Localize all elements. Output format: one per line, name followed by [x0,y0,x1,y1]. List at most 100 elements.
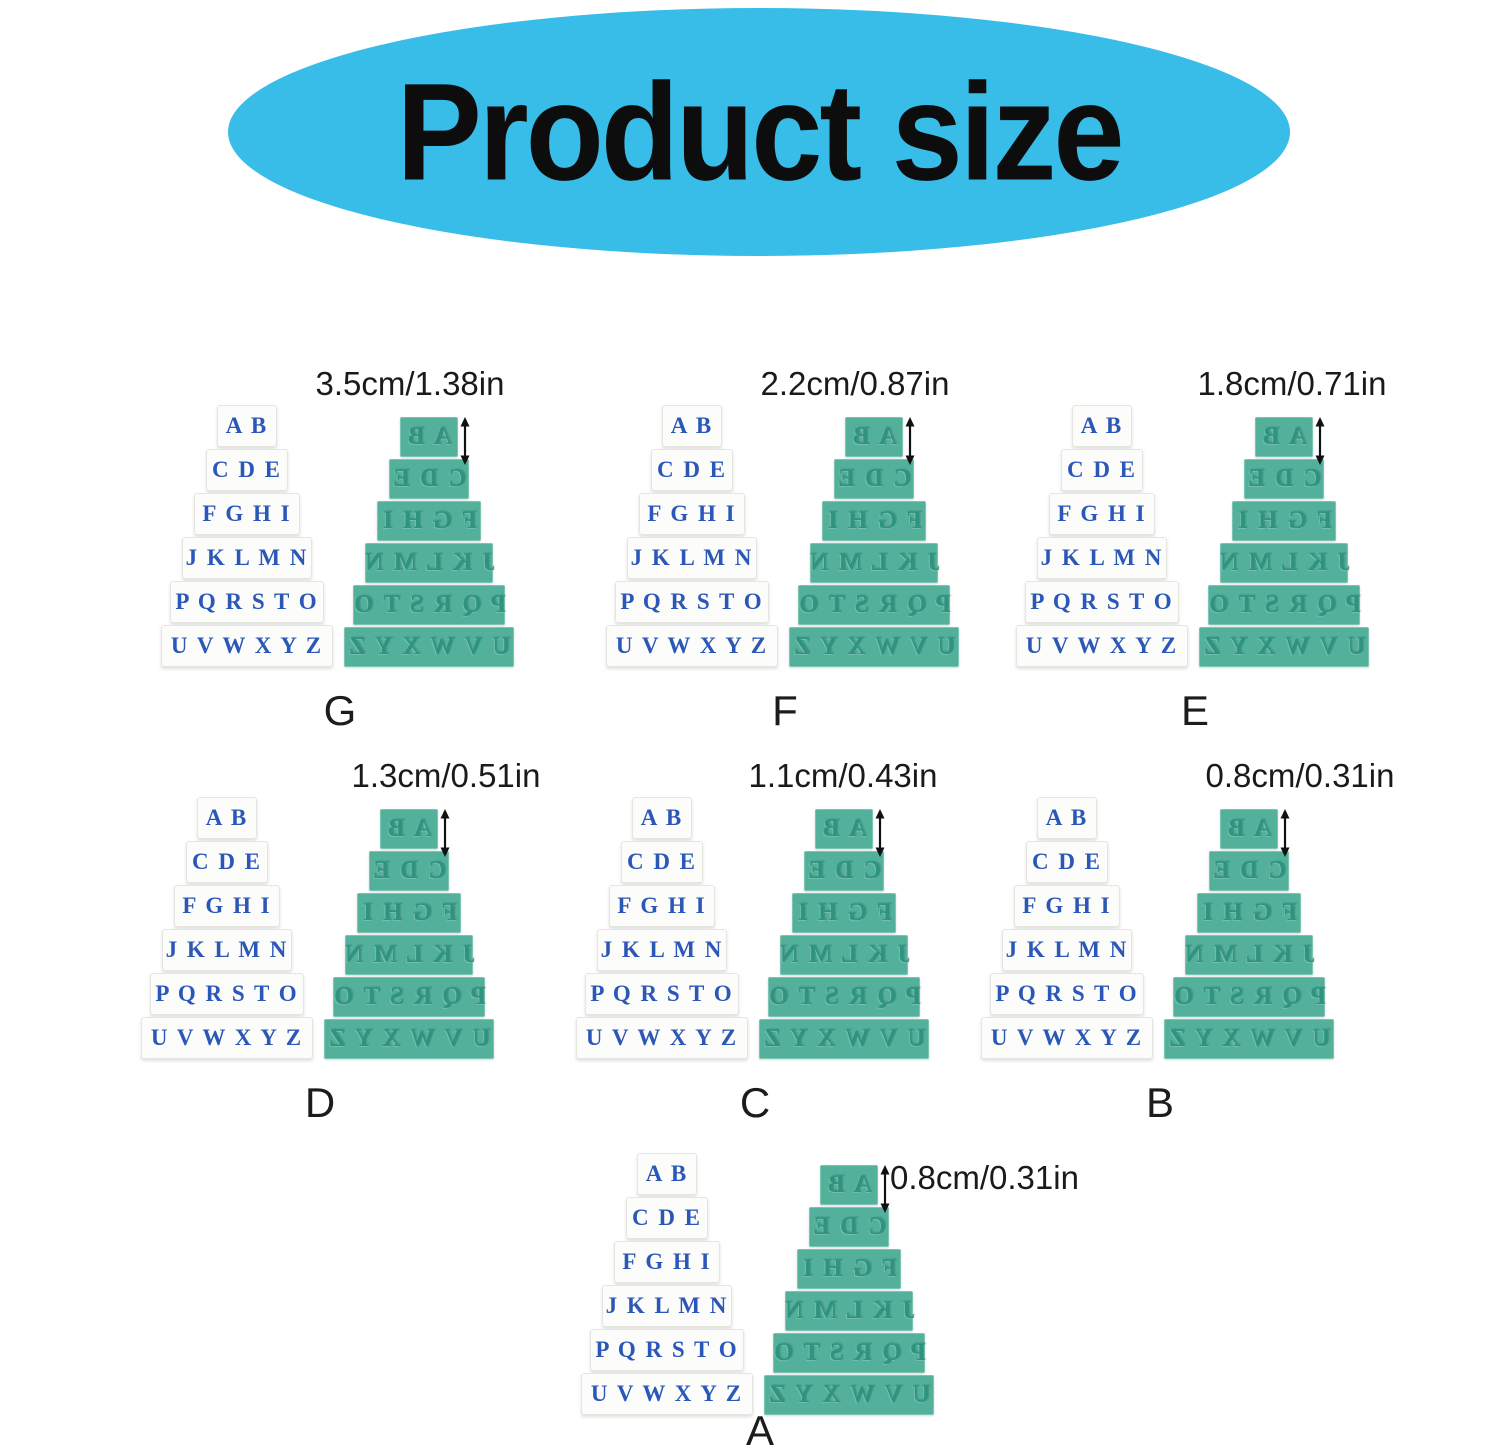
green-stamp-tier: J K L M N [1183,935,1315,975]
letter-row: F G H I [622,1249,712,1274]
white-stamp-tier: F G H I [1049,493,1155,535]
green-stamp-pyramid: A B C D E F G H I J K L M N P Q R S T O U V W… [789,415,959,667]
green-stamp-tier: F G H I [792,893,896,933]
letter-row: F G H I [202,501,292,526]
green-stamp-tier: C D E [369,851,449,891]
white-stamp-tier: F G H I [614,1241,720,1283]
white-stamp-tier: J K L M N [627,537,757,579]
green-stamp-tier: C D E [389,459,469,499]
mirrored-letter-row: F G H I [796,899,892,926]
letter-row: P Q R S T O [595,1337,739,1362]
height-arrow-icon [1280,809,1290,857]
letter-row: F G H I [647,501,737,526]
letter-row: U V W X Y Z [990,1025,1144,1050]
unit-letter-label: G [323,687,357,734]
size-label: 2.2cm/0.87in [760,365,950,402]
letter-row: C D E [191,849,263,874]
letter-row: J K L M N [630,545,754,570]
white-stamp-tier: C D E [1026,841,1108,883]
mirrored-letter-row: A B [821,815,867,842]
mirrored-letter-row: P Q R S T O [767,983,921,1010]
height-arrow-icon [905,417,915,465]
white-stamp-tier: P Q R S T O [990,973,1144,1015]
letter-row: P Q R S T O [620,589,764,614]
letter-row: A B [1080,413,1124,438]
letter-row: A B [225,413,269,438]
white-stamp-tier: C D E [186,841,268,883]
white-stamp-tier: U V W X Y Z [981,1017,1153,1059]
green-stamp-tier: U V W X Y Z [324,1019,494,1059]
mirrored-letter-row: F G H I [1236,507,1332,534]
green-stamp-tier: F G H I [797,1249,901,1289]
white-stamp-tier: U V W X Y Z [581,1373,753,1415]
unit-letter-label: B [1145,1079,1174,1126]
letter-row: U V W X Y Z [1025,633,1179,658]
mirrored-letter-row: U V W X Y Z [792,633,956,660]
mirrored-letter-row: P Q R S T O [797,591,951,618]
white-stamp-tier: U V W X Y Z [1016,625,1188,667]
white-stamp-tier: A B [637,1153,697,1195]
green-stamp-tier: F G H I [377,501,481,541]
green-stamp-tier: P Q R S T O [772,1333,926,1373]
green-stamp-tier: F G H I [822,501,926,541]
mirrored-letter-row: P Q R S T O [772,1339,926,1366]
green-stamp-tier: C D E [804,851,884,891]
unit-letter-label: A [745,1407,774,1452]
mirrored-letter-row: C D E [1211,857,1287,884]
white-stamp-tier: A B [1037,797,1097,839]
mirrored-letter-row: U V W X Y Z [762,1025,926,1052]
size-label: 0.8cm/0.31in [1205,757,1395,794]
letter-row: A B [1045,805,1089,830]
letter-row: A B [670,413,714,438]
mirrored-letter-row: J K L M N [808,549,940,576]
green-stamp-tier: P Q R S T O [352,585,506,625]
stamp-set-unit: 1.1cm/0.43in A B C D E F G H I J K L M N P Q… [555,757,975,1127]
stamp-set-unit: 3.5cm/1.38in A B C D E F G H I J K L M N P Q… [140,365,560,735]
green-stamp-tier: F G H I [1232,501,1336,541]
white-stamp-tier: A B [632,797,692,839]
height-arrow-icon [880,1165,890,1213]
white-stamp-tier: J K L M N [1002,929,1132,971]
white-stamp-tier: J K L M N [597,929,727,971]
size-label: 1.1cm/0.43in [748,757,938,794]
size-label: 1.8cm/0.71in [1197,365,1387,402]
letter-row: P Q R S T O [155,981,299,1006]
mirrored-letter-row: C D E [391,465,467,492]
green-stamp-tier: U V W X Y Z [1199,627,1369,667]
white-stamp-tier: P Q R S T O [590,1329,744,1371]
green-stamp-pyramid: A B C D E F G H I J K L M N P Q R S T O U V W… [764,1163,934,1415]
green-stamp-tier: A B [1255,417,1313,457]
size-label: 0.8cm/0.31in [890,1159,1079,1196]
mirrored-letter-row: C D E [1246,465,1322,492]
green-stamp-tier: A B [400,417,458,457]
green-stamp-tier: U V W X Y Z [1164,1019,1334,1059]
green-stamp-tier: C D E [809,1207,889,1247]
mirrored-letter-row: C D E [806,857,882,884]
letter-row: U V W X Y Z [585,1025,739,1050]
white-stamp-pyramid: A B C D E F G H I J K L M N P Q R S T O U V W… [981,797,1153,1059]
stamp-set-unit: 0.8cm/0.31in A B C D E F G H I J K L M N P Q… [960,757,1394,1127]
white-stamp-tier: J K L M N [162,929,292,971]
letter-row: J K L M N [605,1293,729,1318]
unit-letter-label: F [772,687,798,734]
white-stamp-pyramid: A B C D E F G H I J K L M N P Q R S T O U V W… [576,797,748,1059]
letter-row: P Q R S T O [1030,589,1174,614]
letter-row: J K L M N [165,937,289,962]
mirrored-letter-row: J K L M N [783,1297,915,1324]
size-label: 1.3cm/0.51in [351,757,541,794]
letter-row: U V W X Y Z [150,1025,304,1050]
white-stamp-tier: J K L M N [1037,537,1167,579]
green-stamp-tier: A B [820,1165,878,1205]
mirrored-letter-row: J K L M N [1183,941,1315,968]
mirrored-letter-row: A B [851,423,897,450]
mirrored-letter-row: F G H I [1201,899,1297,926]
green-stamp-tier: F G H I [357,893,461,933]
mirrored-letter-row: U V W X Y Z [1167,1025,1331,1052]
green-stamp-tier: A B [815,809,873,849]
unit-letter-label: C [739,1079,771,1126]
letter-row: C D E [656,457,728,482]
white-stamp-pyramid: A B C D E F G H I J K L M N P Q R S T O U V W… [1016,405,1188,667]
mirrored-letter-row: C D E [371,857,447,884]
size-label: 3.5cm/1.38in [315,365,505,402]
white-stamp-tier: C D E [1061,449,1143,491]
